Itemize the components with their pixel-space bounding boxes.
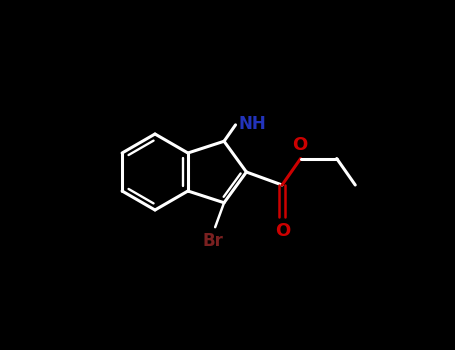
Text: NH: NH	[238, 115, 266, 133]
Text: O: O	[292, 135, 307, 154]
Text: Br: Br	[203, 232, 223, 250]
Text: O: O	[275, 222, 291, 240]
